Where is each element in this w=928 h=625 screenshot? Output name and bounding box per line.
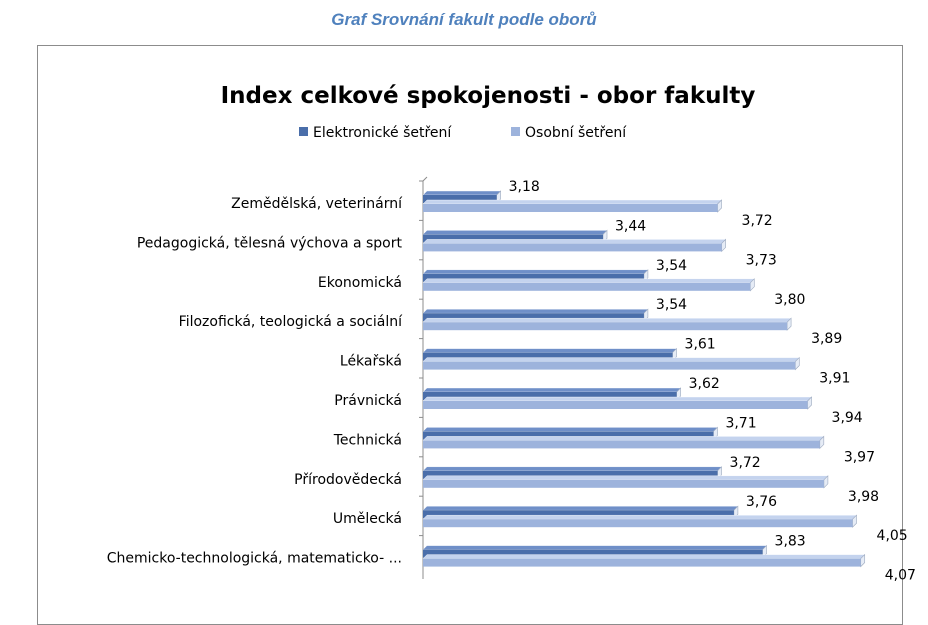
value-label-electronic: 3,76 (746, 494, 777, 510)
bar-personal (423, 322, 788, 331)
bar-side (794, 356, 800, 371)
bar-top (422, 387, 682, 393)
value-label-electronic: 3,18 (509, 179, 540, 195)
value-labels: 3,18 3,72 3,44 3,73 3,54 3,80 3,54 3,89 3,61 3,91… (509, 179, 916, 584)
category-labels: Zemědělská, veterinární Pedagogická, těle… (107, 196, 403, 567)
bar-top (422, 515, 858, 520)
bar-personal (423, 479, 824, 488)
bar-personal (423, 361, 796, 370)
bar-top (422, 318, 792, 323)
value-label-personal: 3,91 (819, 371, 850, 387)
value-label-electronic: 3,83 (775, 534, 806, 550)
bar-electronic (423, 234, 603, 243)
bar-top (422, 466, 723, 471)
bar-personal (423, 282, 751, 291)
figure-caption: Graf Srovnání fakult podle oborů (331, 10, 597, 29)
bar-top (422, 427, 718, 432)
bar-side (749, 278, 755, 292)
bar-personal (423, 204, 718, 212)
bar-top (422, 309, 649, 314)
value-label-personal: 4,07 (885, 568, 916, 584)
bars (422, 190, 866, 568)
value-label-personal: 3,97 (844, 449, 875, 465)
legend-label-personal: Osobní šetření (525, 125, 627, 141)
value-label-electronic: 3,54 (656, 297, 687, 313)
bar-electronic (423, 470, 718, 479)
value-label-personal: 3,73 (746, 252, 777, 268)
bar-top (422, 348, 678, 353)
bar-personal (423, 519, 853, 528)
bar-top (422, 436, 825, 441)
category-label: Umělecká (333, 511, 402, 527)
bar-personal (423, 243, 722, 252)
bar-top (422, 230, 608, 235)
category-label: Zemědělská, veterinární (231, 196, 403, 212)
value-label-personal: 4,05 (877, 528, 908, 544)
legend-swatch-personal (511, 127, 520, 136)
value-label-electronic: 3,54 (656, 258, 687, 274)
category-label: Ekonomická (318, 275, 402, 291)
category-label: Lékařská (340, 354, 402, 370)
bar-chart: Index celkové spokojenosti - obor fakult… (107, 83, 916, 584)
bar-electronic (423, 195, 497, 203)
value-label-personal: 3,80 (774, 292, 805, 308)
bar-top (422, 506, 739, 511)
bar-top (422, 239, 727, 244)
bar-top (422, 199, 723, 205)
bar-top (422, 269, 649, 274)
value-label-personal: 3,98 (848, 489, 879, 505)
bar-top (422, 475, 829, 480)
bar-electronic (423, 313, 644, 322)
category-label: Právnická (334, 393, 402, 409)
bar-electronic (423, 352, 673, 361)
legend-label-electronic: Elektronické šetření (313, 125, 452, 141)
category-label: Filozofická, teologická a sociální (179, 314, 403, 330)
bar-electronic (423, 431, 714, 440)
chart-frame (37, 45, 903, 625)
value-label-electronic: 3,71 (725, 415, 756, 431)
category-label: Technická (333, 432, 402, 448)
bar-personal (423, 401, 808, 409)
legend-swatch-electronic (299, 127, 308, 136)
category-label: Pedagogická, tělesná výchova a sport (137, 235, 403, 251)
category-label: Chemicko-technologická, matematicko- ... (107, 551, 402, 567)
bar-electronic (423, 273, 644, 282)
value-label-personal: 3,94 (832, 410, 863, 426)
value-label-electronic: 3,62 (689, 376, 720, 392)
value-label-electronic: 3,61 (685, 337, 716, 353)
value-label-personal: 3,89 (811, 331, 842, 347)
bar-top (422, 357, 800, 362)
bar-side (786, 317, 792, 331)
chart-title: Index celkové spokojenosti - obor fakult… (221, 83, 756, 109)
bar-top (422, 190, 502, 196)
bar-electronic (423, 510, 734, 519)
bar-top (422, 545, 768, 550)
bar-electronic (423, 549, 763, 558)
bar-top (422, 396, 813, 402)
bar-personal (423, 558, 861, 567)
bar-personal (423, 440, 820, 449)
bar-top (422, 554, 866, 559)
category-label: Přírodovědecká (294, 472, 402, 488)
value-label-personal: 3,72 (742, 213, 773, 229)
value-label-electronic: 3,72 (730, 455, 761, 471)
bar-electronic (423, 392, 677, 400)
value-label-electronic: 3,44 (615, 218, 646, 234)
bar-top (422, 278, 755, 283)
legend: Elektronické šetření Osobní šetření (299, 125, 627, 141)
